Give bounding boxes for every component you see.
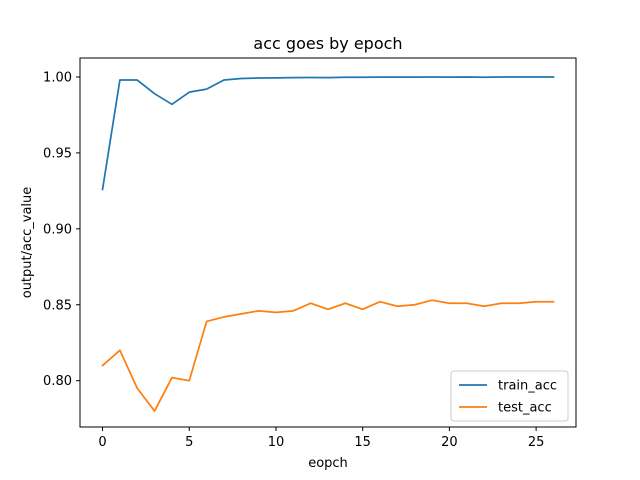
legend-items: train_acc test_acc xyxy=(459,379,557,416)
legend-label-test-acc: test_acc xyxy=(498,401,552,416)
x-axis-label: eopch xyxy=(308,456,348,471)
y-tick-label: 0.90 xyxy=(43,222,72,237)
y-axis-label: output/acc_value xyxy=(20,187,35,299)
chart-title: acc goes by epoch xyxy=(253,34,402,53)
x-tick-label: 15 xyxy=(354,435,371,450)
x-tick-label: 20 xyxy=(441,435,458,450)
x-axis: 0 5 10 15 20 25 xyxy=(98,427,544,450)
series-line-train-acc xyxy=(101,76,555,191)
plot-frame xyxy=(79,57,577,428)
x-tick-label: 5 xyxy=(185,435,193,450)
y-tick-label: 0.85 xyxy=(43,298,72,313)
y-axis: 0.80 0.85 0.90 0.95 1.00 xyxy=(43,70,80,389)
legend: train_acc test_acc xyxy=(450,370,569,422)
x-tick-label: 25 xyxy=(528,435,545,450)
y-tick-label: 0.95 xyxy=(43,146,72,161)
legend-box xyxy=(450,370,569,422)
y-tick-label: 1.00 xyxy=(43,70,72,85)
x-tick-label: 10 xyxy=(268,435,285,450)
series-line-test-acc xyxy=(101,299,555,412)
series-layer xyxy=(101,76,555,412)
x-tick-label: 0 xyxy=(98,435,106,450)
plot-area xyxy=(79,57,577,428)
y-tick-label: 0.80 xyxy=(43,374,72,389)
legend-label-train-acc: train_acc xyxy=(498,379,557,394)
